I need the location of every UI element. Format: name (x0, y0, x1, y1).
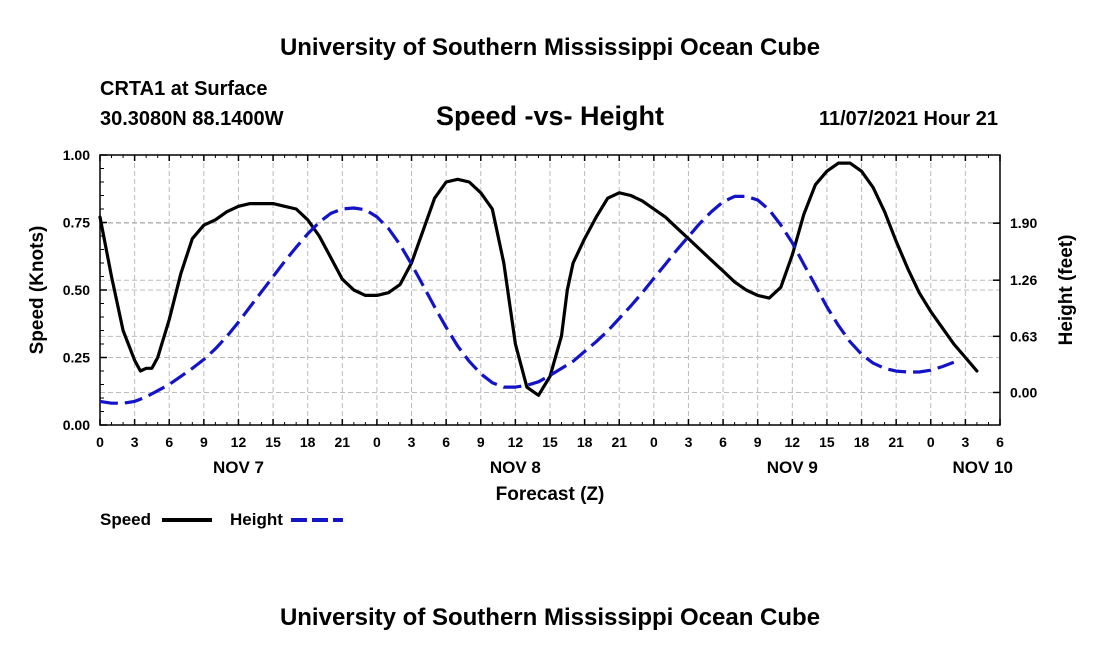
page-title-top: University of Southern Mississippi Ocean… (280, 34, 820, 61)
x-tick-label: 15 (819, 434, 835, 450)
x-tick-label: 0 (96, 434, 104, 450)
grid (100, 154, 1000, 426)
day-label: NOV 7 (213, 458, 264, 477)
page-title-bottom: University of Southern Mississippi Ocean… (280, 604, 820, 631)
x-tick-label: 12 (508, 434, 524, 450)
x-tick-label: 9 (200, 434, 208, 450)
x-tick-label: 9 (477, 434, 485, 450)
series-line-height (99, 194, 955, 405)
x-tick-label: 6 (719, 434, 727, 450)
x-tick-label: 21 (611, 434, 627, 450)
station-label: CRTA1 at Surface (100, 78, 267, 100)
y-right-tick-label: 1.90 (1010, 215, 1037, 231)
series-line-speed (98, 161, 979, 397)
x-tick-label: 0 (927, 434, 935, 450)
y-right-tick-label: 0.63 (1010, 328, 1037, 344)
ticks-layer: 0 3 6 9 12 15 18 21 0 3 6 9 12 15 18 21 0 3 6 9 12 15 18 21 0 3 6 N… (63, 147, 1038, 477)
y-axis-right-label: Height (feet) (1056, 235, 1077, 346)
x-tick-label: 0 (650, 434, 658, 450)
x-tick-label: 9 (754, 434, 762, 450)
legend: Speed Height (100, 510, 343, 529)
y-axis-left-label: Speed (Knots) (27, 226, 48, 355)
x-tick-label: 3 (961, 434, 969, 450)
series-layer (98, 161, 979, 405)
x-tick-label: 6 (996, 434, 1004, 450)
x-tick-label: 12 (785, 434, 801, 450)
y-right-tick-label: 0.00 (1010, 384, 1037, 400)
x-tick-label: 12 (231, 434, 247, 450)
x-tick-label: 3 (685, 434, 693, 450)
x-tick-label: 21 (888, 434, 904, 450)
x-tick-label: 3 (131, 434, 139, 450)
y-left-tick-label: 0.50 (63, 282, 90, 298)
x-tick-label: 0 (373, 434, 381, 450)
legend-label-height: Height (230, 510, 283, 529)
y-left-tick-label: 1.00 (63, 147, 90, 163)
y-left-tick-label: 0.25 (63, 350, 90, 366)
y-right-tick-label: 1.26 (1010, 272, 1037, 288)
x-tick-label: 18 (854, 434, 870, 450)
legend-label-speed: Speed (100, 510, 151, 529)
x-tick-label: 15 (265, 434, 281, 450)
day-label: NOV 8 (490, 458, 541, 477)
x-tick-label: 21 (335, 434, 351, 450)
datetime-label: 11/07/2021 Hour 21 (819, 108, 998, 130)
x-tick-label: 18 (300, 434, 316, 450)
x-axis-label: Forecast (Z) (496, 484, 605, 505)
x-tick-label: 3 (408, 434, 416, 450)
x-tick-label: 6 (442, 434, 450, 450)
location-label: 30.3080N 88.1400W (100, 108, 284, 130)
x-tick-label: 15 (542, 434, 558, 450)
x-tick-label: 6 (165, 434, 173, 450)
chart-title: Speed -vs- Height (436, 101, 664, 131)
y-left-tick-label: 0.00 (63, 417, 90, 433)
y-left-tick-label: 0.75 (63, 215, 90, 231)
day-label: NOV 10 (952, 458, 1012, 477)
day-label: NOV 9 (767, 458, 818, 477)
x-tick-label: 18 (577, 434, 593, 450)
